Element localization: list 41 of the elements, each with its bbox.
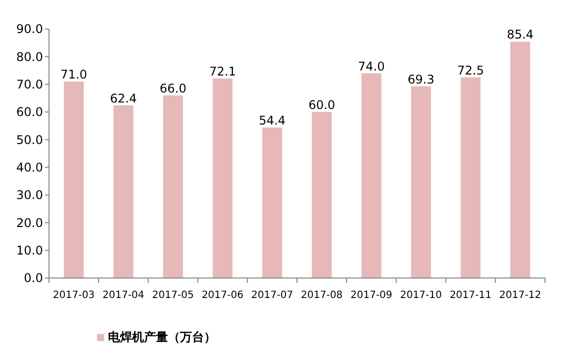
bar	[113, 105, 134, 278]
data-label: 72.1	[209, 64, 236, 79]
bar	[312, 112, 332, 278]
data-label: 85.4	[506, 28, 534, 42]
x-tick-label: 2017-04	[102, 290, 144, 301]
x-tick-label: 2017-09	[350, 290, 392, 301]
y-tick-label: 50.0	[16, 132, 43, 147]
data-label: 72.5	[457, 63, 484, 78]
bar	[212, 78, 233, 278]
data-label: 74.0	[358, 59, 385, 74]
data-label: 69.3	[408, 72, 434, 86]
x-tick-label: 2017-10	[400, 290, 442, 301]
y-tick-label: 80.0	[16, 50, 43, 64]
y-tick-label: 40.0	[16, 160, 43, 175]
x-tick-label: 2017-07	[251, 290, 294, 301]
data-label: 71.0	[60, 68, 88, 82]
x-tick-label: 2017-11	[450, 290, 492, 301]
data-label: 66.0	[160, 81, 186, 96]
y-tick-label: 0.0	[24, 271, 43, 286]
bar	[361, 73, 382, 278]
legend-label: 电焊机产量（万台）	[108, 330, 216, 344]
y-tick-label: 20.0	[16, 216, 43, 230]
data-label: 62.4	[110, 91, 137, 106]
x-tick-label: 2017-06	[202, 290, 244, 301]
y-tick-label: 60.0	[16, 105, 43, 120]
bar	[163, 95, 183, 278]
y-tick-label: 70.0	[16, 78, 43, 92]
y-tick-label: 30.0	[16, 188, 43, 202]
bar	[460, 77, 481, 278]
bar	[411, 86, 431, 278]
data-label: 54.4	[258, 113, 286, 128]
x-tick-label: 2017-03	[52, 290, 95, 301]
x-tick-label: 2017-08	[300, 290, 343, 301]
bar	[64, 82, 84, 278]
y-tick-label: 90.0	[16, 22, 43, 36]
data-label: 60.0	[308, 98, 336, 112]
bar	[510, 42, 530, 278]
x-tick-label: 2017-05	[152, 290, 194, 301]
bar	[262, 127, 282, 278]
x-tick-label: 2017-12	[499, 290, 542, 301]
y-tick-label: 10.0	[16, 244, 43, 258]
